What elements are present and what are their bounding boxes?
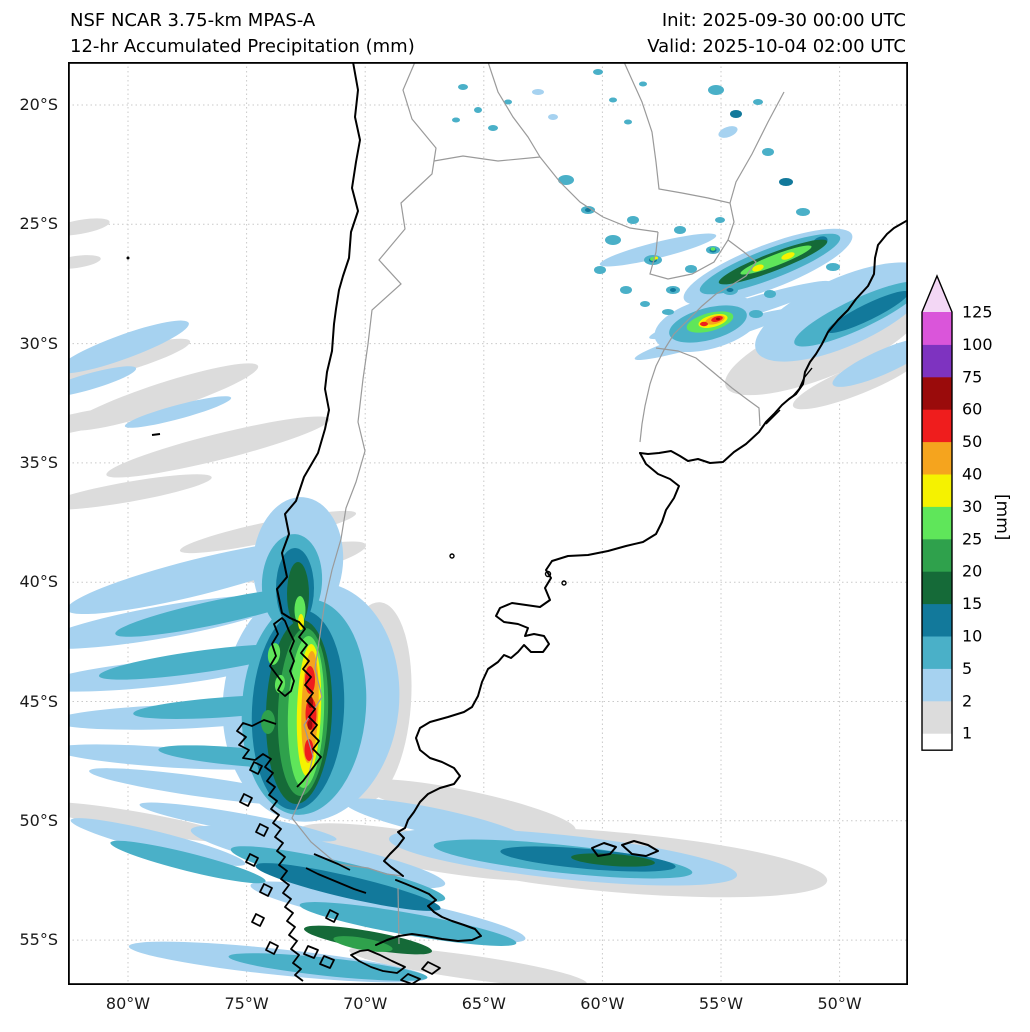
colorbar-tick-label: 15	[962, 594, 982, 613]
colorbar-tick-label: 5	[962, 659, 972, 678]
small-islands-and-lakes	[126, 256, 567, 586]
chile-pacific-coast	[276, 61, 361, 623]
ytick-50s: 50°S	[19, 811, 58, 830]
map-frame	[67, 61, 909, 986]
paraguay-border	[623, 61, 735, 280]
colorbar-tick-label: 40	[962, 465, 982, 484]
colorbar-segment	[922, 409, 952, 443]
lagoa-dos-patos	[791, 367, 813, 398]
coastlines	[126, 61, 909, 985]
title-block-left: NSF NCAR 3.75-km MPAS-A 12-hr Accumulate…	[70, 8, 415, 60]
xtick-60w: 60°W	[580, 994, 625, 1013]
colorbar-tick-label: 10	[962, 627, 982, 646]
init-time: Init: 2025-09-30 00:00 UTC	[661, 10, 906, 31]
xtick-50w: 50°W	[817, 994, 862, 1013]
atlantic-coast-south	[383, 452, 680, 877]
xtick-65w: 65°W	[461, 994, 506, 1013]
colorbar-tick-label: 75	[962, 367, 982, 386]
colorbar: 1 2 5 10 15 20 25 30 40 50 60 75 100 125	[918, 266, 1030, 766]
atlantic-coast-north	[639, 219, 909, 464]
colorbar-segment	[922, 636, 952, 669]
colorbar-segment	[922, 603, 952, 637]
fjord-archipelago	[236, 719, 304, 982]
valid-time: Valid: 2025-10-04 02:00 UTC	[647, 36, 906, 57]
colorbar-segment	[922, 474, 952, 507]
colorbar-unit-label: [mm]	[992, 494, 1012, 541]
country-borders	[291, 61, 785, 945]
fjord-islands	[239, 761, 441, 985]
xtick-55w: 55°W	[698, 994, 744, 1013]
colorbar-tick-label: 125	[962, 303, 993, 322]
xtick-70w: 70°W	[343, 994, 388, 1013]
tierra-del-fuego-border	[397, 887, 400, 945]
ytick-25s: 25°S	[19, 214, 58, 233]
colorbar-segment	[922, 441, 952, 475]
colorbar-tick-label: 30	[962, 497, 982, 516]
colorbar-segment	[922, 344, 952, 378]
colorbar-under-segment	[922, 733, 952, 751]
ytick-55s: 55°S	[19, 930, 58, 949]
colorbar-over-arrow	[922, 276, 952, 312]
ytick-40s: 40°S	[19, 572, 58, 591]
colorbar-tick-label: 25	[962, 529, 982, 548]
chiloe-island	[269, 617, 295, 697]
xtick-80w: 80°W	[105, 994, 151, 1013]
uruguay-river-border	[639, 239, 757, 443]
colorbar-segment	[922, 312, 952, 345]
colorbar-tick-label: 60	[962, 400, 982, 419]
product-title: 12-hr Accumulated Precipitation (mm)	[70, 36, 415, 57]
colorbar-segment	[922, 538, 952, 572]
patagonia-fjord-coast	[296, 621, 322, 788]
colorbar-outline	[921, 274, 953, 751]
ytick-45s: 45°S	[19, 692, 58, 711]
tierra-del-fuego-coast	[375, 879, 482, 946]
map-panel	[19, 61, 934, 988]
colorbar-tick-label: 2	[962, 691, 972, 710]
colorbar-segment	[922, 668, 952, 702]
andes-border	[291, 61, 437, 877]
precip-moderate-band	[98, 69, 922, 981]
model-title: NSF NCAR 3.75-km MPAS-A	[70, 10, 316, 31]
precip-extreme-core	[296, 252, 795, 776]
colorbar-tick-label: 1	[962, 724, 972, 743]
title-block-right: Init: 2025-09-30 00:00 UTC Valid: 2025-1…	[647, 8, 906, 60]
colorbar-segment	[922, 376, 952, 410]
colorbar-segment	[922, 571, 952, 605]
falkland-islands	[591, 840, 659, 857]
colorbar-tick-label: 100	[962, 335, 993, 354]
colorbar-segment	[922, 700, 952, 734]
ytick-30s: 30°S	[19, 334, 58, 353]
map-canvas	[19, 61, 934, 988]
precipitation-layer	[19, 69, 934, 988]
ytick-35s: 35°S	[19, 453, 58, 472]
colorbar-tick-label: 20	[962, 562, 982, 581]
xtick-75w: 75°W	[224, 994, 269, 1013]
colorbar-segment	[922, 506, 952, 540]
colorbar-tick-label: 50	[962, 432, 982, 451]
ytick-20s: 20°S	[19, 95, 58, 114]
